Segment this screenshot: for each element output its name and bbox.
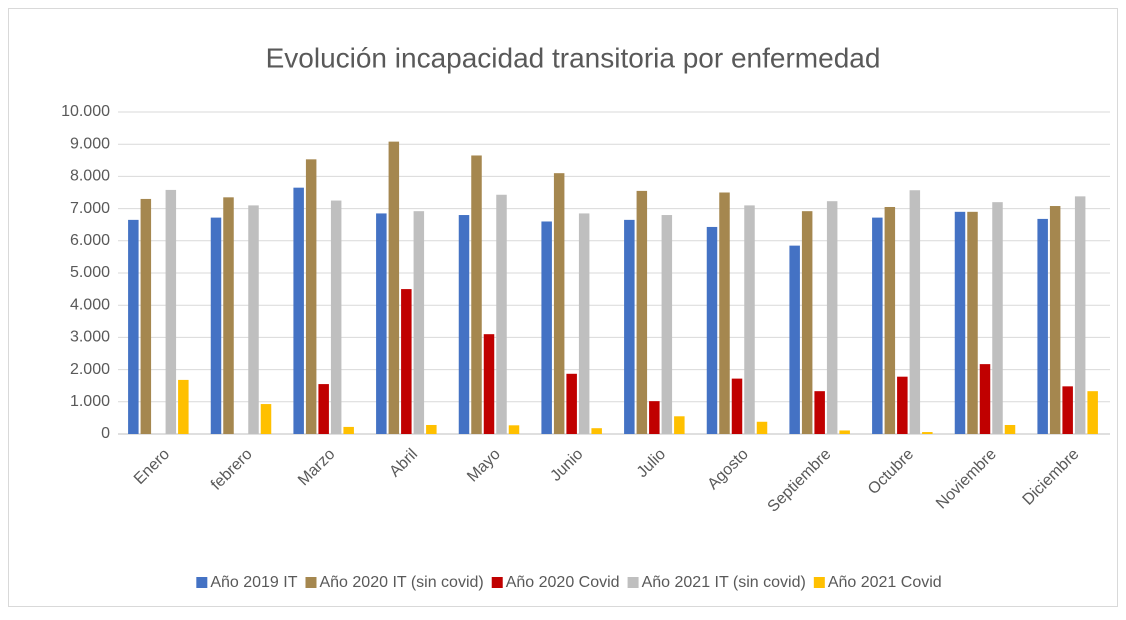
bar xyxy=(343,426,354,434)
y-tick-label: 10.000 xyxy=(61,103,110,120)
bar xyxy=(839,430,850,434)
bar xyxy=(1037,218,1048,434)
bar xyxy=(674,416,685,434)
bar xyxy=(223,197,234,434)
bar xyxy=(165,189,177,434)
bar xyxy=(471,155,482,434)
bar xyxy=(248,205,259,434)
bar xyxy=(260,404,272,434)
bar xyxy=(508,425,520,434)
bar xyxy=(541,221,552,434)
y-tick-label: 7.000 xyxy=(70,200,110,217)
legend-swatch xyxy=(491,577,503,588)
bar xyxy=(979,364,991,434)
bar xyxy=(591,428,602,434)
bar xyxy=(553,173,565,434)
bar xyxy=(661,215,673,434)
bar xyxy=(719,192,730,434)
bar xyxy=(210,217,222,434)
y-tick-label: 1.000 xyxy=(70,393,110,410)
y-tick-label: 2.000 xyxy=(70,361,110,378)
legend-label: Año 2019 IT xyxy=(210,574,297,591)
bar xyxy=(731,378,743,434)
chart-title: Evolución incapacidad transitoria por en… xyxy=(266,42,881,73)
bar xyxy=(140,198,152,434)
legend-swatch xyxy=(196,577,208,588)
bar xyxy=(401,289,412,434)
bar xyxy=(496,194,507,434)
bar xyxy=(1087,391,1098,434)
bar xyxy=(413,211,425,434)
bar xyxy=(178,379,189,434)
bar xyxy=(756,421,768,434)
bar xyxy=(318,384,329,434)
bar xyxy=(128,219,139,434)
legend-label: Año 2020 IT (sin covid) xyxy=(319,574,483,591)
bar xyxy=(293,187,304,434)
bar xyxy=(801,211,813,434)
bar xyxy=(624,219,635,434)
bar xyxy=(1049,206,1061,434)
y-tick-label: 4.000 xyxy=(70,296,110,313)
bar xyxy=(566,373,577,434)
bar xyxy=(814,391,825,434)
legend-swatch xyxy=(627,577,639,588)
bar xyxy=(458,215,470,434)
bar xyxy=(872,217,883,434)
bar xyxy=(922,432,933,434)
legend-swatch xyxy=(813,577,825,588)
bar xyxy=(426,424,437,434)
bar xyxy=(706,226,718,434)
bar xyxy=(388,141,400,434)
y-tick-label: 8.000 xyxy=(70,168,110,185)
bar xyxy=(330,200,342,434)
legend-label: Año 2021 IT (sin covid) xyxy=(642,574,806,591)
bar xyxy=(897,376,908,434)
bar xyxy=(789,245,800,434)
bar xyxy=(578,213,590,434)
bar xyxy=(305,159,317,435)
y-tick-label: 0 xyxy=(101,425,110,442)
legend-label: Año 2021 Covid xyxy=(828,574,942,591)
bar xyxy=(649,401,660,434)
bar xyxy=(483,334,495,434)
bar xyxy=(992,202,1003,434)
bar xyxy=(826,201,838,434)
bar xyxy=(967,211,978,434)
bar xyxy=(954,211,966,434)
y-tick-label: 3.000 xyxy=(70,329,110,346)
bar xyxy=(1074,196,1086,434)
legend-label: Año 2020 Covid xyxy=(506,574,620,591)
bar xyxy=(744,205,755,434)
bar xyxy=(376,213,387,434)
bar xyxy=(636,190,648,434)
y-tick-label: 6.000 xyxy=(70,232,110,249)
y-tick-label: 9.000 xyxy=(70,135,110,152)
y-tick-label: 5.000 xyxy=(70,264,110,281)
legend-swatch xyxy=(305,577,317,588)
bar xyxy=(884,206,896,434)
bar xyxy=(1062,386,1073,434)
bar xyxy=(1004,424,1016,434)
bar xyxy=(909,190,921,434)
